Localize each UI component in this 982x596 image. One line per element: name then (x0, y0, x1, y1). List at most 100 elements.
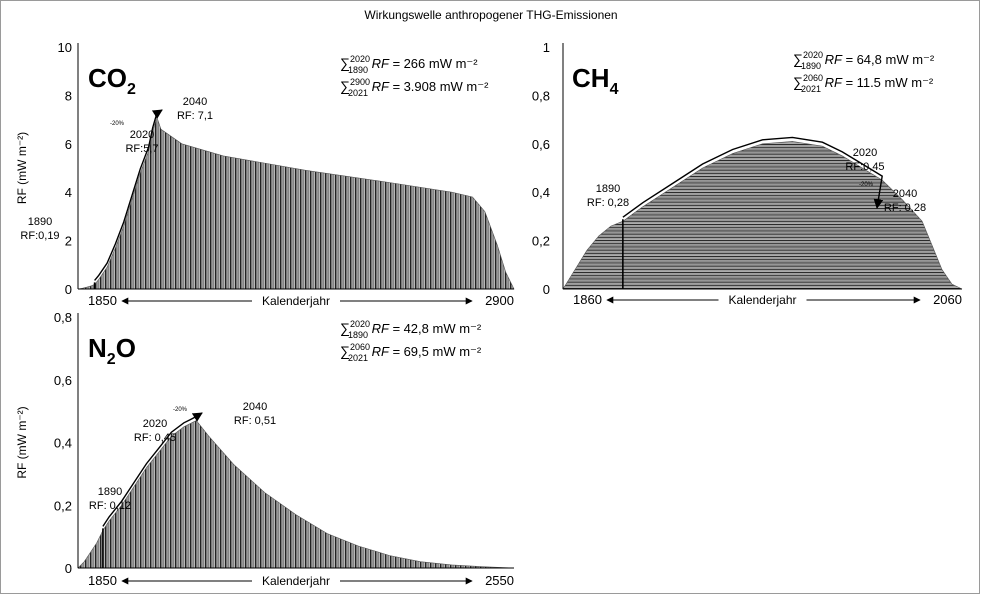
sum-value: 3.908 mW m⁻² (404, 79, 490, 94)
sum-value: 69,5 mW m⁻² (404, 344, 482, 359)
gas-sub: 4 (610, 81, 619, 98)
gas-sub: 2 (127, 81, 136, 98)
annotation-year: 2040 (893, 188, 917, 200)
x-end-label: 2900 (485, 293, 514, 308)
y-tick-label: 0 (543, 282, 550, 297)
sum-sign: ∑ (340, 320, 350, 336)
y-tick-label: 0,4 (54, 436, 72, 451)
annotation-rf: RF: 0,51 (234, 415, 276, 427)
annotation-year: 2020 (853, 147, 877, 159)
sum-rf: RF = (368, 79, 404, 94)
y-tick-label: 0,2 (54, 498, 72, 513)
y-tick-label: 4 (65, 185, 72, 200)
annotation-rf: RF: 0,28 (884, 202, 926, 214)
sum-sub: 2021 (348, 88, 368, 98)
x-start-label: 1850 (88, 293, 117, 308)
reduction-label: -20% (110, 121, 125, 127)
sum-sign: ∑ (340, 78, 350, 94)
y-axis-label: RF (mW m⁻²) (15, 132, 29, 204)
annotation-rf: RF: 0,28 (587, 197, 629, 209)
sum-value: 11.5 mW m⁻² (857, 75, 934, 90)
y-tick-label: 0,8 (54, 310, 72, 325)
gas-main: N (88, 333, 107, 363)
sum-sup: 2020 (350, 319, 370, 329)
sum-sup: 2900 (350, 77, 370, 87)
envelope-line (622, 136, 884, 218)
annotation-year: 1890 (98, 486, 122, 498)
y-tick-label: 0,4 (532, 185, 550, 200)
envelope-line (102, 412, 203, 527)
sum-sub: 1890 (348, 65, 368, 75)
x-start-label: 1860 (573, 292, 602, 307)
chart-co2: 0 2 4 6 8 10 RF (mW m⁻²) 1850 2900 Kalenderjahr CO… (15, 40, 515, 308)
gas-name: CO2 (88, 63, 136, 98)
y-axis-label: RF (mW m⁻²) (15, 406, 29, 478)
sum-sign: ∑ (793, 74, 803, 90)
gas-sub: 2 (107, 351, 116, 368)
chart-n2o: 0 0,2 0,4 0,6 0,8 RF (mW m⁻²) 1850 2550 Kalender… (15, 310, 515, 588)
sum-sub: 2021 (348, 353, 368, 363)
annotation-year: 1890 (596, 183, 620, 195)
annotation-year: 2040 (183, 96, 207, 108)
sum-sup: 2020 (803, 50, 823, 60)
sum-rf: RF = (368, 321, 404, 336)
gas-name: N2O (88, 333, 136, 368)
chart-area-ch4 (562, 141, 963, 290)
gas-tail: O (116, 333, 136, 363)
gas-main: CH (572, 63, 610, 93)
y-tick-label: 0 (65, 282, 72, 297)
x-end-label: 2550 (485, 573, 514, 588)
sum-formula: ∑2020 1890 RF = 42,8 mW m⁻² (340, 319, 482, 340)
sum-sup: 2060 (350, 342, 370, 352)
annotation-rf: RF: 0,45 (134, 432, 176, 444)
y-tick-label: 0,6 (532, 137, 550, 152)
x-axis-label: Kalenderjahr (728, 293, 796, 307)
annotation-year: 2040 (243, 401, 267, 413)
annotation-year: 1890 (28, 216, 52, 228)
envelope-line (94, 109, 163, 281)
annotation-year: 2020 (143, 418, 167, 430)
sum-rf: RF = (821, 75, 857, 90)
sum-sup: 2020 (350, 54, 370, 64)
y-tick-label: 6 (65, 137, 72, 152)
sum-sign: ∑ (340, 343, 350, 359)
sum-sup: 2060 (803, 73, 823, 83)
y-tick-label: 8 (65, 88, 72, 103)
y-tick-label: 1 (543, 40, 550, 55)
chart-area-n2o (77, 420, 515, 569)
sum-sub: 1890 (348, 330, 368, 340)
y-tick-label: 0,6 (54, 373, 72, 388)
figure-title: Wirkungswelle anthropogener THG-Emission… (364, 8, 618, 22)
sum-sign: ∑ (793, 51, 803, 67)
x-axis-label: Kalenderjahr (262, 574, 330, 588)
sum-rf: RF = (368, 344, 404, 359)
y-tick-label: 2 (65, 234, 72, 249)
annotation-rf: RF: 7,1 (177, 110, 213, 122)
sum-formula: ∑2060 2021 RF = 11.5 mW m⁻² (793, 73, 934, 94)
sum-sub: 2021 (801, 84, 821, 94)
reduction-label: -20% (173, 407, 188, 413)
sum-formula: ∑2900 2021 RF = 3.908 mW m⁻² (340, 77, 489, 98)
sum-value: 42,8 mW m⁻² (404, 321, 482, 336)
annotation-rf: RF:0,45 (845, 161, 884, 173)
reduction-label: -20% (859, 182, 874, 188)
sum-rf: RF = (368, 56, 404, 71)
y-tick-label: 0,8 (532, 88, 550, 103)
x-end-label: 2060 (933, 292, 962, 307)
gas-main: CO (88, 63, 127, 93)
y-tick-label: 10 (58, 40, 72, 55)
annotation-rf: RF:0,19 (20, 230, 59, 242)
sum-value: 266 mW m⁻² (404, 56, 479, 71)
sum-value: 64,8 mW m⁻² (857, 52, 935, 67)
annotation-rf: RF: 0,12 (89, 500, 131, 512)
sum-formula: ∑2020 1890 RF = 64,8 mW m⁻² (793, 50, 935, 71)
sum-formula: ∑2020 1890 RF = 266 mW m⁻² (340, 54, 478, 75)
gas-name: CH4 (572, 63, 619, 98)
y-tick-label: 0 (65, 561, 72, 576)
x-axis-label: Kalenderjahr (262, 294, 330, 308)
sum-sub: 1890 (801, 61, 821, 71)
annotation-year: 2020 (130, 129, 154, 141)
x-start-label: 1850 (88, 573, 117, 588)
